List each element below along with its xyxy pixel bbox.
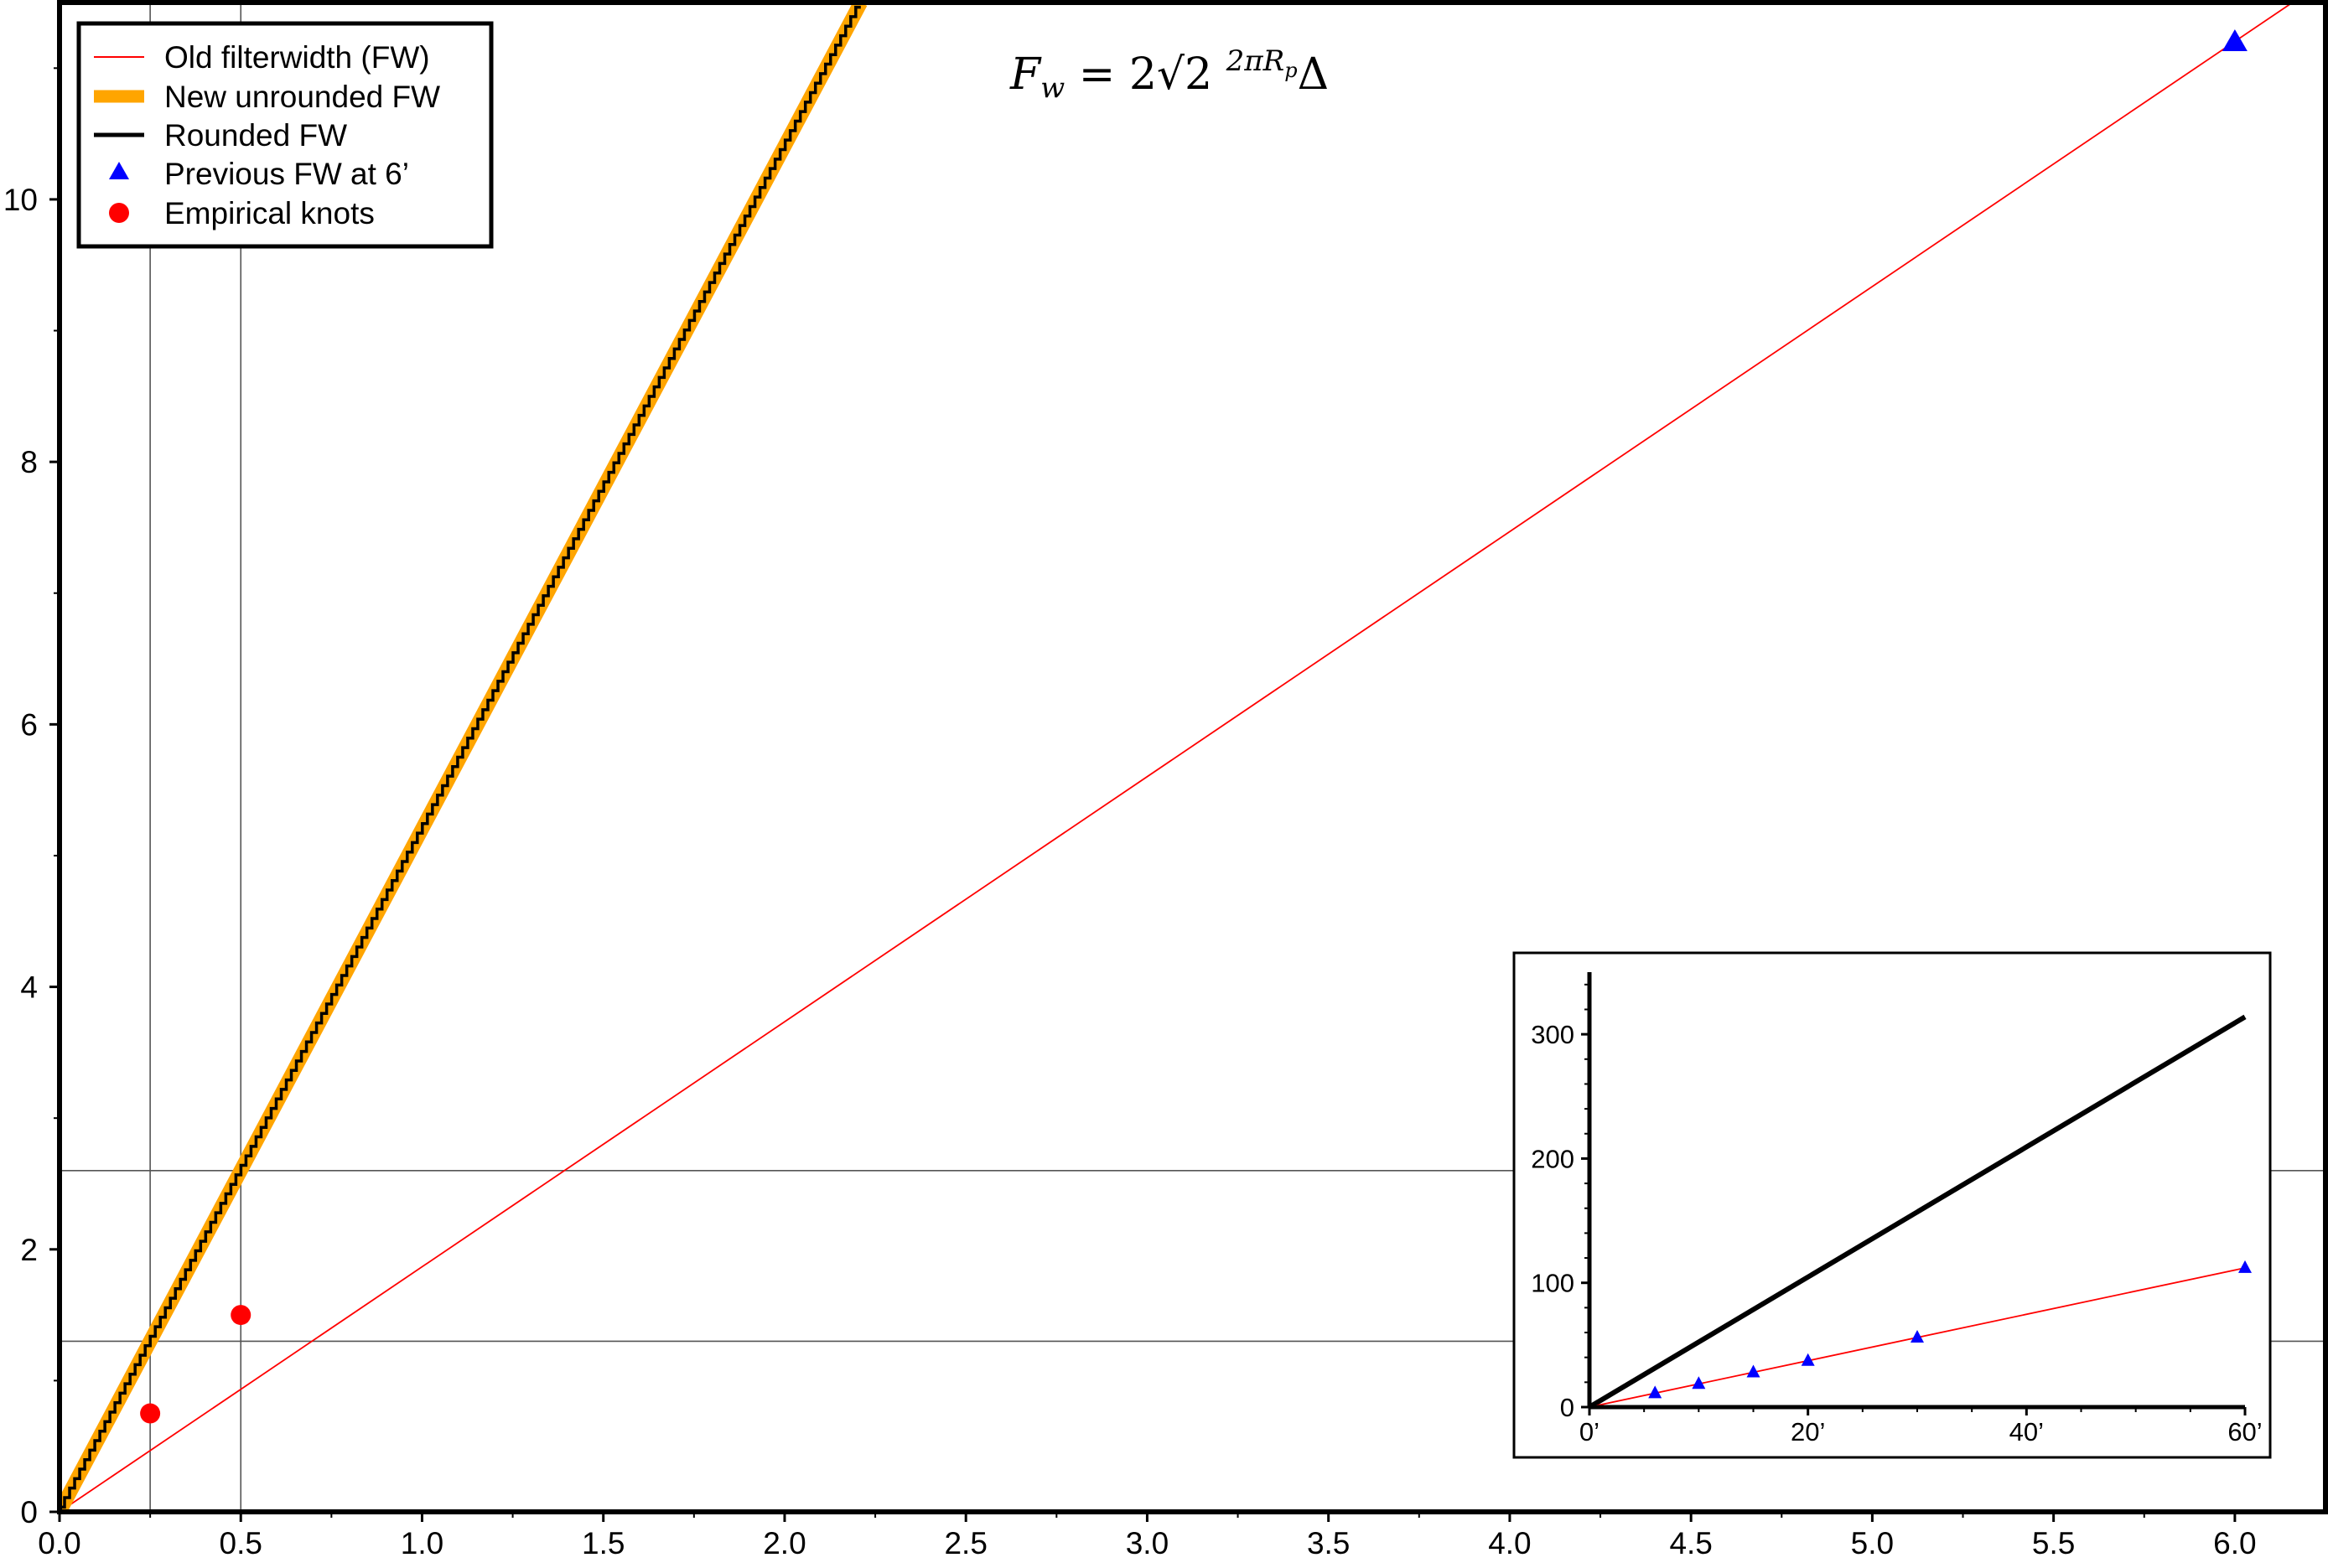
x-tick-label: 0.5 <box>220 1526 262 1560</box>
y-tick-label: 10 <box>3 183 38 217</box>
inset-previous-fw-marker <box>1801 1353 1815 1366</box>
inset-y-tick-label: 0 <box>1560 1393 1574 1422</box>
inset-axes: 0’ 20’ 40’ 60’ 0 100 200 300 <box>1531 972 2263 1446</box>
x-tick-label: 2.5 <box>944 1526 987 1560</box>
x-tick-label: 4.0 <box>1488 1526 1531 1560</box>
inset-previous-fw-marker <box>1692 1376 1706 1389</box>
inset-previous-fw-marker <box>1648 1385 1662 1399</box>
inset-x-tick-label: 60’ <box>2227 1417 2262 1446</box>
x-tick-label: 3.0 <box>1126 1526 1169 1560</box>
series-line-old-fw <box>60 3 2294 1512</box>
inset-y-tick-label: 200 <box>1531 1144 1574 1173</box>
x-tick-label: 3.5 <box>1307 1526 1350 1560</box>
inset-y-tick-label: 300 <box>1531 1020 1574 1049</box>
x-tick-label: 1.5 <box>582 1526 625 1560</box>
legend-label-old-fw: Old filterwidth (FW) <box>164 40 430 75</box>
legend-box <box>76 21 494 249</box>
legend-label-empirical-knots: Empirical knots <box>164 196 375 230</box>
y-tick-label: 6 <box>20 707 38 742</box>
main-plot-frame <box>57 0 2328 1514</box>
inset-x-tick-label: 40’ <box>2009 1417 2044 1446</box>
y-tick-label: 4 <box>20 970 38 1005</box>
legend-label-rounded: Rounded FW <box>164 118 347 153</box>
y-tick-label: 0 <box>20 1495 38 1529</box>
inset-previous-fw-marker <box>1746 1364 1760 1378</box>
inset-line-rounded-fw <box>1588 1014 2247 1410</box>
previous-fw-marker <box>2222 28 2248 51</box>
inset-y-tick-label: 100 <box>1531 1269 1574 1298</box>
inset-panel: 0’ 20’ 40’ 60’ 0 100 200 300 <box>1512 951 2272 1459</box>
legend-swatch-previous-fw <box>109 162 129 179</box>
x-tick-label: 5.0 <box>1851 1526 1894 1560</box>
empirical-knot-marker <box>140 1403 161 1424</box>
inset-frame <box>1512 951 2272 1459</box>
legend-label-previous-fw: Previous FW at 6’ <box>164 157 409 191</box>
empirical-knot-marker <box>231 1305 251 1326</box>
inset-previous-fw-marker <box>1911 1329 1924 1343</box>
inset-previous-fw-marker <box>2238 1260 2252 1273</box>
inset-x-tick-label: 0’ <box>1579 1417 1600 1446</box>
legend: Old filterwidth (FW) New unrounded FW Ro… <box>76 21 494 249</box>
series-line-rounded-fw <box>60 5 861 1512</box>
x-tick-label: 0.0 <box>38 1526 80 1560</box>
inset-series <box>1588 1014 2252 1410</box>
x-tick-label: 2.0 <box>763 1526 806 1560</box>
legend-label-new-unrounded: New unrounded FW <box>164 80 440 114</box>
legend-swatch-empirical-knots <box>109 203 129 223</box>
x-tick-label: 1.0 <box>401 1526 443 1560</box>
x-tick-label: 5.5 <box>2032 1526 2075 1560</box>
y-tick-label: 2 <box>20 1233 38 1267</box>
x-tick-label: 4.5 <box>1669 1526 1712 1560</box>
x-tick-label: 6.0 <box>2213 1526 2256 1560</box>
main-plot-series <box>60 3 2294 1512</box>
inset-x-tick-label: 20’ <box>1791 1417 1825 1446</box>
y-tick-label: 8 <box>20 445 38 479</box>
main-axes: 0.0 0.5 1.0 1.5 2.0 2.5 3.0 3.5 4.0 4.5 5.0 5.5 6.0 0… <box>3 67 2257 1560</box>
